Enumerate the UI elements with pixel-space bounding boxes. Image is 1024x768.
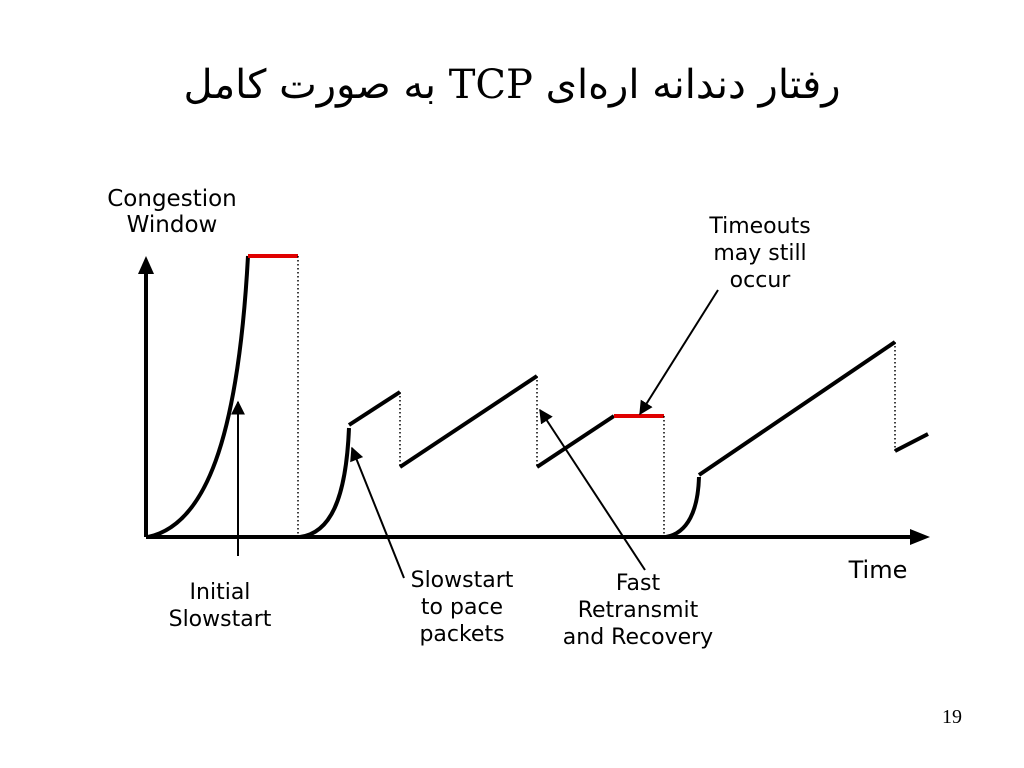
slide-title: رفتار دندانه اره‌ای TCP به صورت کامل: [183, 62, 841, 108]
x-axis-label: Time: [848, 556, 908, 584]
timeouts-pointer: [639, 289, 719, 416]
sawtooth-ramp-4: [697, 340, 897, 477]
y-axis-arrowhead: [138, 256, 154, 274]
y-axis-label: Congestion Window: [107, 186, 237, 238]
fast-retransmit-pointer: [539, 408, 646, 571]
slowstart-pace-label: Slowstart to pace packets: [410, 568, 514, 647]
sawtooth-ramp-1: [347, 390, 402, 427]
fast-retransmit-label: Fast Retransmit and Recovery: [562, 571, 714, 650]
initial-slowstart-curve: [147, 255, 250, 539]
sawtooth-ramp-5: [894, 432, 929, 453]
x-axis-arrowhead: [910, 529, 930, 545]
initial-slowstart-label: Initial Slowstart: [168, 580, 272, 632]
sawtooth-ramp-2: [398, 374, 539, 469]
page-number: 19: [942, 706, 962, 728]
second-slowstart-curve: [665, 476, 701, 539]
timeouts-label: Timeouts may still occur: [709, 214, 811, 293]
pace-packets-pointer: [350, 446, 405, 579]
pace-slowstart-curve: [299, 427, 351, 539]
sawtooth-ramp-3: [535, 414, 616, 469]
